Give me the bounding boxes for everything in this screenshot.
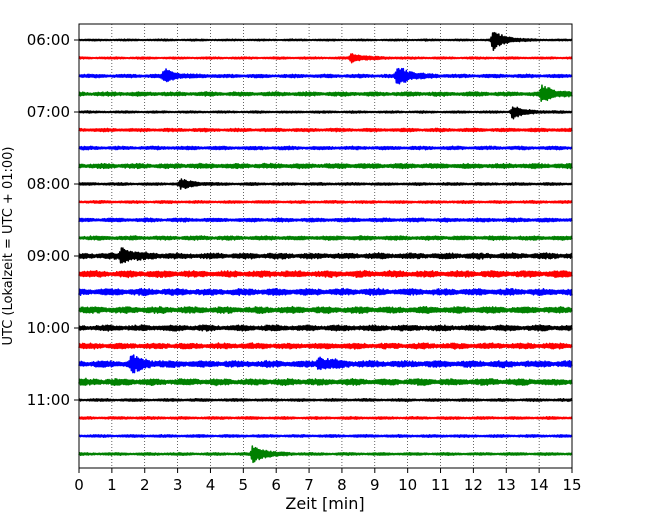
seismogram-trace <box>78 235 573 241</box>
seismogram-trace <box>78 397 573 403</box>
x-tick-label: 8 <box>337 476 347 494</box>
x-tick-label: 6 <box>271 476 281 494</box>
seismogram-trace <box>78 354 573 374</box>
x-tick-label: 14 <box>530 476 549 494</box>
x-tick-label: 3 <box>173 476 183 494</box>
x-tick-label: 11 <box>431 476 450 494</box>
seismogram-trace <box>78 84 573 102</box>
x-tick-label: 12 <box>464 476 483 494</box>
plot-frame <box>78 23 573 469</box>
y-axis-ticks: 06:00 07:00 08:00 09:00 10:00 11:00 <box>27 31 79 409</box>
seismogram-trace <box>78 217 573 223</box>
y-tick-label: 10:00 <box>27 319 70 337</box>
x-tick-label: 7 <box>304 476 314 494</box>
x-tick-label: 9 <box>370 476 380 494</box>
grid-lines <box>111 24 540 468</box>
y-tick-label: 09:00 <box>27 247 70 265</box>
x-tick-label: 4 <box>206 476 216 494</box>
seismogram-trace <box>78 324 573 332</box>
x-tick-label: 10 <box>398 476 417 494</box>
seismogram-trace <box>78 445 573 464</box>
seismogram-trace <box>78 127 573 133</box>
seismogram-trace <box>78 342 573 350</box>
x-tick-label: 0 <box>74 476 84 494</box>
seismogram-trace <box>78 269 573 279</box>
seismogram-trace <box>78 247 573 264</box>
seismogram-trace <box>78 145 573 151</box>
seismogram-trace <box>78 162 573 170</box>
seismogram-trace <box>78 53 573 64</box>
y-tick-label: 08:00 <box>27 175 70 193</box>
seismogram-trace <box>78 305 573 315</box>
x-axis-ticks: 0 1 2 3 4 5 6 7 8 9 10 11 12 13 14 15 <box>74 468 582 494</box>
seismogram-trace <box>78 287 573 297</box>
y-axis-label: UTC (Lokalzeit = UTC + 01:00) <box>1 147 16 346</box>
x-tick-label: 1 <box>107 476 117 494</box>
seismogram-trace <box>78 106 573 120</box>
seismogram-trace <box>78 377 573 387</box>
y-tick-label: 11:00 <box>27 391 70 409</box>
seismogram-trace <box>78 199 573 205</box>
seismogram-trace <box>78 415 573 421</box>
x-tick-label: 5 <box>239 476 249 494</box>
x-tick-label: 15 <box>562 476 581 494</box>
seismogram-trace <box>78 67 573 85</box>
y-tick-label: 06:00 <box>27 31 70 49</box>
trace-group <box>78 31 573 464</box>
seismogram-trace <box>78 433 573 439</box>
y-tick-label: 07:00 <box>27 103 70 121</box>
x-axis-label: Zeit [min] <box>285 494 364 513</box>
x-tick-label: 13 <box>497 476 516 494</box>
seismogram-trace <box>78 178 573 190</box>
seismogram-trace <box>78 31 573 52</box>
x-tick-label: 2 <box>140 476 150 494</box>
